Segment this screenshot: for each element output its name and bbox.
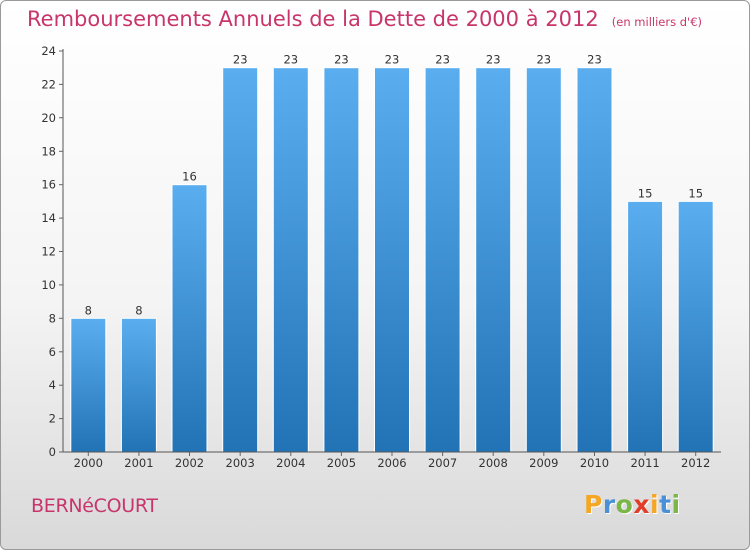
- data-label: 23: [233, 53, 248, 67]
- chart-title-main: Remboursements Annuels de la Dette de 20…: [27, 7, 599, 31]
- x-tick-label: 2004: [276, 456, 305, 470]
- y-tick-label: 14: [41, 211, 56, 225]
- x-tick-label: 2010: [580, 456, 609, 470]
- y-tick-label: 0: [49, 445, 56, 459]
- y-tick-label: 8: [49, 311, 56, 325]
- data-label: 23: [334, 53, 349, 67]
- logo-letter: i: [671, 490, 681, 519]
- bar: [576, 67, 613, 453]
- logo-letter: o: [615, 490, 634, 519]
- bar: [627, 200, 664, 453]
- data-label: 23: [587, 53, 602, 67]
- y-tick-label: 10: [41, 278, 56, 292]
- x-tick-label: 2002: [175, 456, 204, 470]
- y-tick-label: 4: [49, 378, 56, 392]
- x-tick-label: 2007: [428, 456, 457, 470]
- y-tick-label: 2: [49, 412, 56, 426]
- x-tick-label: 2011: [630, 456, 659, 470]
- x-tick-label: 2000: [74, 456, 103, 470]
- data-label: 23: [385, 53, 400, 67]
- data-label: 8: [85, 303, 92, 317]
- y-tick-label: 6: [49, 345, 56, 359]
- data-label: 15: [688, 186, 703, 200]
- commune-name: BERNéCOURT: [31, 495, 158, 517]
- y-tick-label: 12: [41, 245, 56, 259]
- bar: [70, 317, 107, 453]
- bar: [171, 184, 208, 453]
- y-tick-label: 24: [41, 44, 56, 58]
- bar: [525, 67, 562, 453]
- logo-letter: r: [602, 490, 616, 519]
- data-label: 23: [283, 53, 298, 67]
- logo-letter: t: [659, 490, 672, 519]
- y-tick-label: 18: [41, 144, 56, 158]
- x-tick-label: 2012: [681, 456, 710, 470]
- data-label: 23: [486, 53, 501, 67]
- y-tick-label: 20: [41, 111, 56, 125]
- bar: [475, 67, 512, 453]
- x-tick-label: 2001: [124, 456, 153, 470]
- y-tick-label: 16: [41, 178, 56, 192]
- bar-group: 8 8 16 23 23 23 23 23 23 23 23 15 15: [70, 53, 714, 453]
- bar: [424, 67, 461, 453]
- logo-letter: P: [584, 490, 603, 519]
- data-label: 23: [536, 53, 551, 67]
- x-tick-label: 2005: [327, 456, 356, 470]
- x-tick-label: 2008: [479, 456, 508, 470]
- x-tick-label: 2003: [226, 456, 255, 470]
- proxiti-logo: Proxiti: [584, 490, 681, 519]
- data-label: 8: [135, 303, 142, 317]
- bar: [677, 200, 714, 453]
- logo-letter: i: [650, 490, 660, 519]
- bar: [120, 317, 157, 453]
- chart-unit-label: (en milliers d'€): [611, 15, 702, 29]
- data-label: 23: [435, 53, 450, 67]
- data-label: 15: [638, 186, 653, 200]
- bar: [374, 67, 410, 453]
- axes-group: 2000 2001 2002 2003 2004 2005 2006 2007 2008 2009…: [41, 44, 721, 470]
- chart-title: Remboursements Annuels de la Dette de 20…: [27, 7, 702, 31]
- y-tick-label: 22: [41, 77, 56, 91]
- bar: [272, 67, 309, 453]
- bar: [222, 67, 259, 453]
- logo-letter: x: [633, 490, 650, 519]
- x-tick-label: 2006: [377, 456, 406, 470]
- data-label: 16: [182, 170, 197, 184]
- x-tick-label: 2009: [529, 456, 558, 470]
- bar: [323, 67, 360, 453]
